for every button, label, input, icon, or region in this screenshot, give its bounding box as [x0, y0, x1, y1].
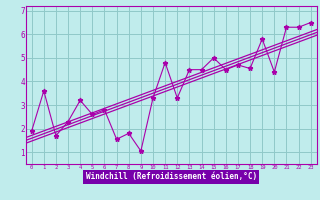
X-axis label: Windchill (Refroidissement éolien,°C): Windchill (Refroidissement éolien,°C)	[86, 172, 257, 181]
